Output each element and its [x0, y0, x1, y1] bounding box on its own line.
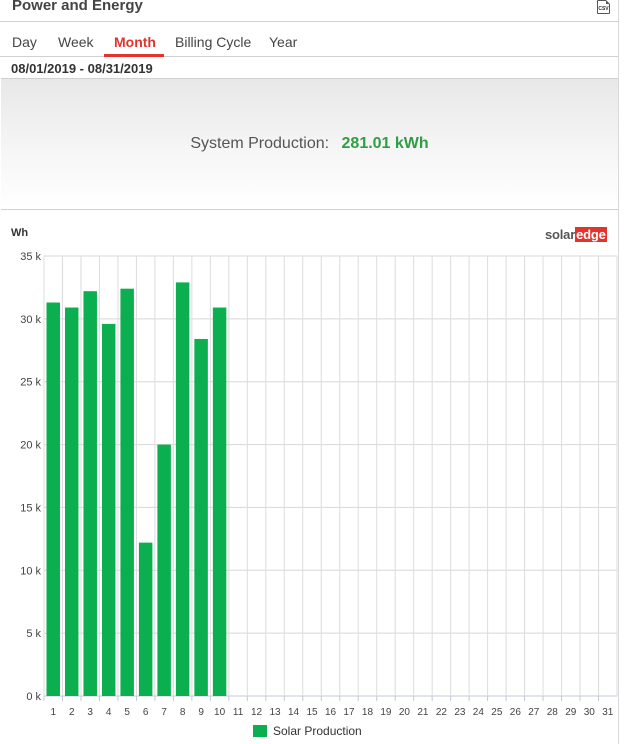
- x-tick-label: 3: [87, 707, 93, 718]
- tab-year[interactable]: Year: [269, 34, 298, 50]
- y-tick-label: 35 k: [20, 251, 41, 263]
- x-tick-label: 8: [180, 707, 186, 718]
- chart-legend[interactable]: Solar Production: [253, 724, 362, 738]
- x-tick-label: 1: [50, 707, 56, 718]
- bar-day-10: [212, 307, 227, 696]
- x-tick-label: 9: [198, 707, 204, 718]
- y-axis-title: Wh: [11, 227, 28, 239]
- logo-text-edge: edge: [575, 227, 607, 242]
- x-tick-label: 22: [436, 707, 448, 718]
- x-tick-label: 27: [528, 707, 540, 718]
- x-tick-label: 7: [161, 707, 167, 718]
- panel-header: Power and Energy CSV: [0, 0, 619, 22]
- summary-line: System Production: 281.01 kWh: [1, 135, 618, 153]
- summary-value: 281.01 kWh: [341, 135, 429, 152]
- y-tick-label: 30 k: [20, 314, 41, 326]
- x-tick-label: 4: [106, 707, 112, 718]
- tab-week[interactable]: Week: [58, 34, 94, 50]
- solaredge-logo: solaredge: [545, 227, 607, 242]
- x-tick-label: 24: [473, 707, 485, 718]
- bar-day-9: [194, 338, 208, 696]
- tab-day[interactable]: Day: [12, 34, 37, 50]
- active-tab-indicator: [104, 54, 164, 57]
- bar-day-6: [138, 542, 153, 696]
- x-tick-label: 17: [343, 707, 355, 718]
- bar-day-8: [175, 282, 190, 696]
- x-tick-label: 23: [454, 707, 466, 718]
- bar-day-3: [83, 291, 97, 696]
- x-tick-label: 14: [288, 707, 300, 718]
- legend-swatch: [253, 725, 267, 737]
- y-tick-label: 25 k: [20, 377, 41, 389]
- date-range-label: 08/01/2019 - 08/31/2019: [11, 61, 153, 76]
- x-tick-label: 10: [214, 707, 226, 718]
- x-tick-label: 21: [417, 707, 429, 718]
- y-tick-label: 10 k: [20, 565, 41, 577]
- legend-label: Solar Production: [273, 724, 362, 738]
- x-tick-label: 25: [491, 707, 503, 718]
- energy-bar-chart: Wh0 k5 k10 k15 k20 k25 k30 k35 k1 2 3 4 5 6 7 8…: [11, 227, 618, 718]
- production-summary: System Production: 281.01 kWh: [1, 78, 618, 210]
- x-tick-label: 31: [602, 707, 614, 718]
- tab-month[interactable]: Month: [114, 34, 156, 50]
- x-tick-label: 18: [362, 707, 374, 718]
- x-tick-label: 19: [380, 707, 392, 718]
- y-tick-label: 20 k: [20, 440, 41, 452]
- x-tick-label: 2: [69, 707, 75, 718]
- x-tick-label: 29: [565, 707, 577, 718]
- x-tick-label: 5: [124, 707, 130, 718]
- panel-title: Power and Energy: [12, 0, 143, 14]
- x-tick-label: 20: [399, 707, 411, 718]
- x-tick-label: 11: [233, 707, 244, 718]
- y-tick-label: 0 k: [26, 691, 41, 703]
- bar-day-4: [101, 323, 116, 696]
- period-tabs: Day Week Month Billing Cycle Year: [0, 22, 619, 57]
- x-tick-label: 13: [269, 707, 281, 718]
- bar-day-5: [120, 288, 134, 696]
- bar-day-2: [64, 307, 79, 696]
- x-tick-label: 30: [584, 707, 596, 718]
- x-tick-label: 28: [547, 707, 559, 718]
- tab-billing-cycle[interactable]: Billing Cycle: [175, 34, 252, 50]
- x-tick-label: 12: [251, 707, 263, 718]
- bar-day-1: [46, 302, 60, 696]
- csv-download-icon[interactable]: CSV: [597, 0, 610, 14]
- x-tick-label: 26: [510, 707, 522, 718]
- x-tick-label: 16: [325, 707, 337, 718]
- x-tick-label: 15: [306, 707, 318, 718]
- x-tick-label: 6: [143, 707, 149, 718]
- logo-text-solar: solar: [545, 227, 576, 242]
- summary-label: System Production:: [190, 135, 330, 152]
- y-tick-label: 15 k: [20, 502, 41, 514]
- bar-day-7: [157, 444, 171, 696]
- y-tick-label: 5 k: [26, 628, 41, 640]
